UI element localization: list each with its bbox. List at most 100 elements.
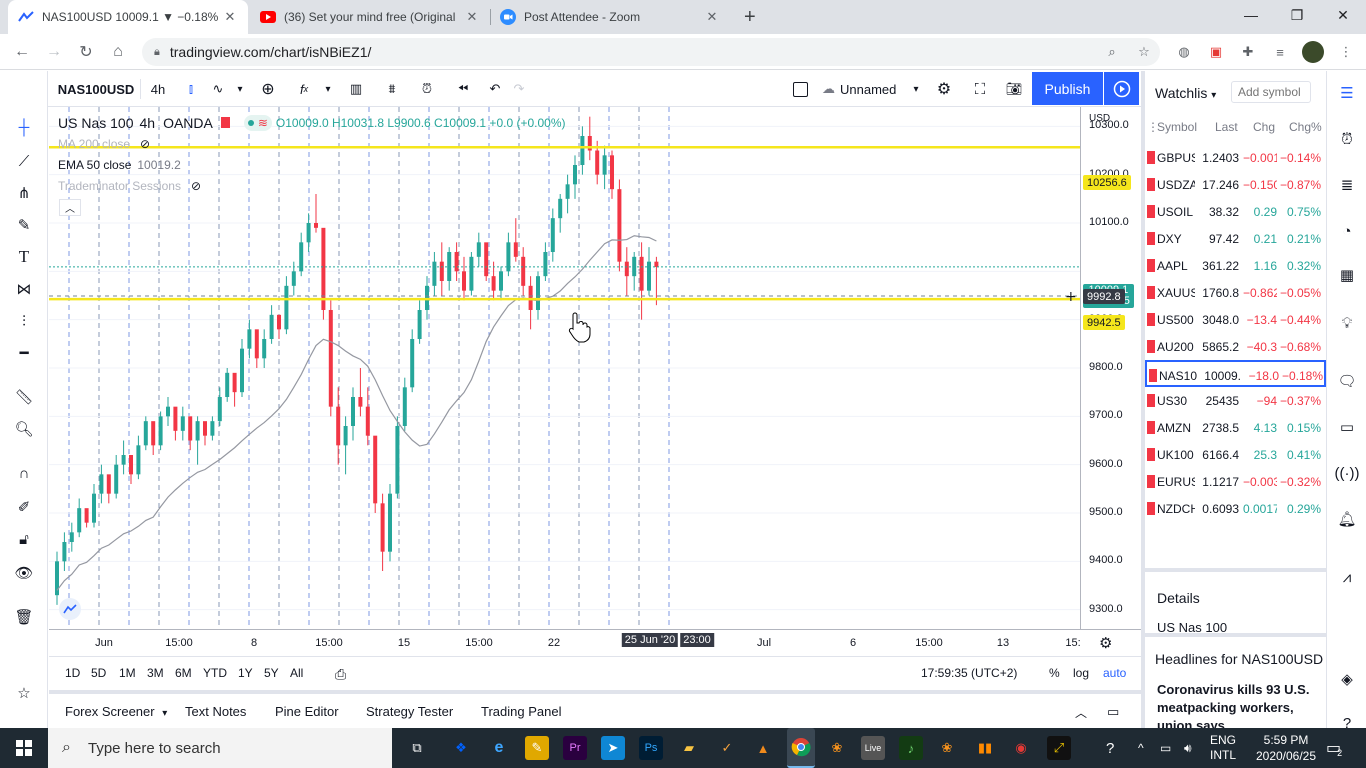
price-scale[interactable]: USD 10300.010200.010100.09900.09800.0970… [1080,107,1141,629]
tab-trading-panel[interactable]: Trading Panel [481,704,562,719]
replay-icon[interactable]: ⏪︎ [457,81,469,96]
browser-tab-youtube[interactable]: (36) Set your mind free (Original ✕ [250,0,490,34]
indicator-row-sessions[interactable]: Trademinator Sessions ⊘ [58,175,565,196]
publish-button[interactable]: Publish [1032,72,1103,105]
range-button[interactable]: 1M [119,666,136,680]
trend-line-icon[interactable]: ⟋ [18,152,30,170]
taskbar-clock[interactable]: 5:59 PM 2020/06/25 [1254,728,1318,768]
browser-tab-tradingview[interactable]: NAS100USD 10009.1 ▼ −0.18% U... ✕ [8,0,248,34]
fl-studio-icon[interactable]: ❀ [831,740,843,755]
play-icon[interactable] [1104,72,1139,105]
tab-strategy-tester[interactable]: Strategy Tester [366,704,454,719]
restore-icon[interactable]: ❐ [1290,6,1304,23]
ideas-lightbulb-icon[interactable]: 💡︎ [1341,314,1353,332]
extension-globe-icon[interactable]: ◍ [1178,44,1190,59]
range-button[interactable]: 1Y [238,666,253,680]
log-toggle[interactable]: log [1073,666,1090,680]
range-button[interactable]: 3M [147,666,164,680]
tray-chevron-up-icon[interactable]: ^ [1138,741,1144,755]
streams-icon[interactable]: ((·)) [1334,464,1360,482]
close-icon[interactable]: ✕ [466,9,478,24]
volume-icon[interactable]: 🔊︎ [1184,740,1192,755]
indicator-row-ma200[interactable]: MA 200 close ⊘ [58,133,565,154]
zoom-in-icon[interactable]: 🔍︎ [14,421,34,438]
app-icon-trade[interactable]: ⤢ [1047,736,1071,760]
watchlist-row[interactable]: XAUUS 1760.8 −0.862 −0.05% [1145,279,1326,306]
alert-icon[interactable]: ⏰︎ [421,81,433,96]
browser-tab-zoom[interactable]: Post Attendee - Zoom ✕ [490,0,730,34]
time-scale[interactable]: Jun 15:00 8 15:00 15 15:00 22 25 Jun '20 23:00 Ju… [49,629,1141,655]
close-icon[interactable]: ✕ [706,9,718,24]
minimize-icon[interactable]: — [1244,7,1258,23]
tab-text-notes[interactable]: Text Notes [185,704,247,719]
chart-settings-gear-icon[interactable]: ⚙︎ [1099,635,1113,652]
watchlist-row[interactable]: UK100 6166.4 25.3 0.41% [1145,441,1326,468]
live-icon[interactable]: Live [861,736,885,760]
watchlist-row[interactable]: DXY 97.42 0.21 0.21% [1145,225,1326,252]
candlestick-chart[interactable]: + [49,107,1080,629]
watchlist-title-button[interactable]: Watchlis ▾ [1155,85,1216,101]
hotlists-icon[interactable]: ◔ [1342,222,1352,240]
app-icon-green[interactable]: ♪ [899,736,923,760]
crosshair-icon[interactable]: ┼ [18,118,30,136]
ruler-icon[interactable]: 📏︎ [14,389,34,406]
range-button[interactable]: 1D [65,666,81,680]
layout-name-button[interactable]: ☁︎ Unnamed [822,71,902,107]
chevron-down-icon[interactable]: ▾ [913,83,919,95]
percent-toggle[interactable]: % [1049,666,1060,680]
collapse-legend-button[interactable]: ︿ [59,199,81,216]
bookmark-star-icon[interactable]: ☆ [1138,44,1150,59]
task-view-icon[interactable]: ⧉ [412,740,422,755]
help-icon[interactable]: ? [1342,714,1352,732]
redo-icon[interactable]: ↷ [513,81,525,96]
column-symbol[interactable]: Symbol [1157,120,1198,134]
clock-text[interactable]: 17:59:35 (UTC+2) [921,666,1018,680]
watchlist-row[interactable]: US500 3048.0 −13.4 −0.44% [1145,306,1326,333]
range-button[interactable]: 5Y [264,666,279,680]
column-last[interactable]: Last [1215,120,1238,134]
language-indicator[interactable]: ENG INTL [1210,728,1236,768]
auto-toggle[interactable]: auto [1103,666,1127,680]
order-panel-icon[interactable]: ⩘ [1342,568,1352,586]
chevron-down-icon[interactable]: ▾ [237,83,243,95]
range-button[interactable]: 5D [91,666,107,680]
favorites-star-icon[interactable]: ☆ [17,685,31,702]
watchlist-row[interactable]: USOIL 38.32 0.29 0.75% [1145,198,1326,225]
tab-pine-editor[interactable]: Pine Editor [275,704,339,719]
chrome-menu-icon[interactable]: ⋮ [1339,44,1353,59]
eye-icon[interactable]: 👁︎ [14,565,34,582]
watchlist-icon[interactable]: ☰ [1340,85,1354,102]
edge-icon[interactable]: e [494,739,504,756]
watchlist-row[interactable]: US30 25435 −94 −0.37% [1145,387,1326,414]
stay-drawing-icon[interactable]: ✐ [17,499,31,516]
compare-add-icon[interactable]: ⊕ [261,81,275,98]
chats-icon[interactable]: 🗨︎ [1337,373,1357,390]
interval-button[interactable]: 4h [150,81,166,97]
calendar-icon[interactable]: ▦ [1339,267,1355,284]
premiere-icon[interactable]: Pr [563,736,587,760]
undo-icon[interactable]: ↶ [489,81,501,96]
data-window-icon[interactable]: ≣ [1340,177,1354,194]
watchlist-row[interactable]: NZDCH 0.6093 0.0017 0.29% [1145,495,1326,522]
forward-icon[interactable]: → [46,43,62,60]
extensions-puzzle-icon[interactable]: ✚ [1242,44,1254,59]
indicator-row-ema50[interactable]: EMA 50 close 10019.2 [58,154,565,175]
alerts-clock-icon[interactable]: ⏰︎ [1341,130,1353,148]
app-icon-pen[interactable]: ✓ [721,740,733,755]
goto-date-icon[interactable]: ⎙ [335,666,347,682]
media-queue-icon[interactable]: ≡ [1276,44,1284,60]
home-icon[interactable]: ⌂ [113,43,123,60]
watchlist-row[interactable]: GBPUS 1.2403 −0.001 −0.14% [1145,144,1326,171]
search-icon[interactable]: ⌕ [1108,44,1116,59]
eye-off-icon[interactable]: ⊘ [190,178,202,193]
window-close-icon[interactable]: ✕ [1337,6,1349,23]
headline-link[interactable]: Coronavirus kills 93 U.S. meatpacking wo… [1157,682,1310,729]
templates-icon[interactable]: ⩩ [388,81,396,96]
app-icon-bars[interactable]: ▮▮ [977,740,993,755]
new-tab-button[interactable]: + [744,5,756,28]
add-symbol-input[interactable] [1231,81,1311,103]
taskbar-search-field[interactable]: ⌕ Type here to search [48,728,392,768]
range-button[interactable]: 6M [175,666,192,680]
watchlist-row[interactable]: USDZA 17.246 −0.150 −0.87% [1145,171,1326,198]
